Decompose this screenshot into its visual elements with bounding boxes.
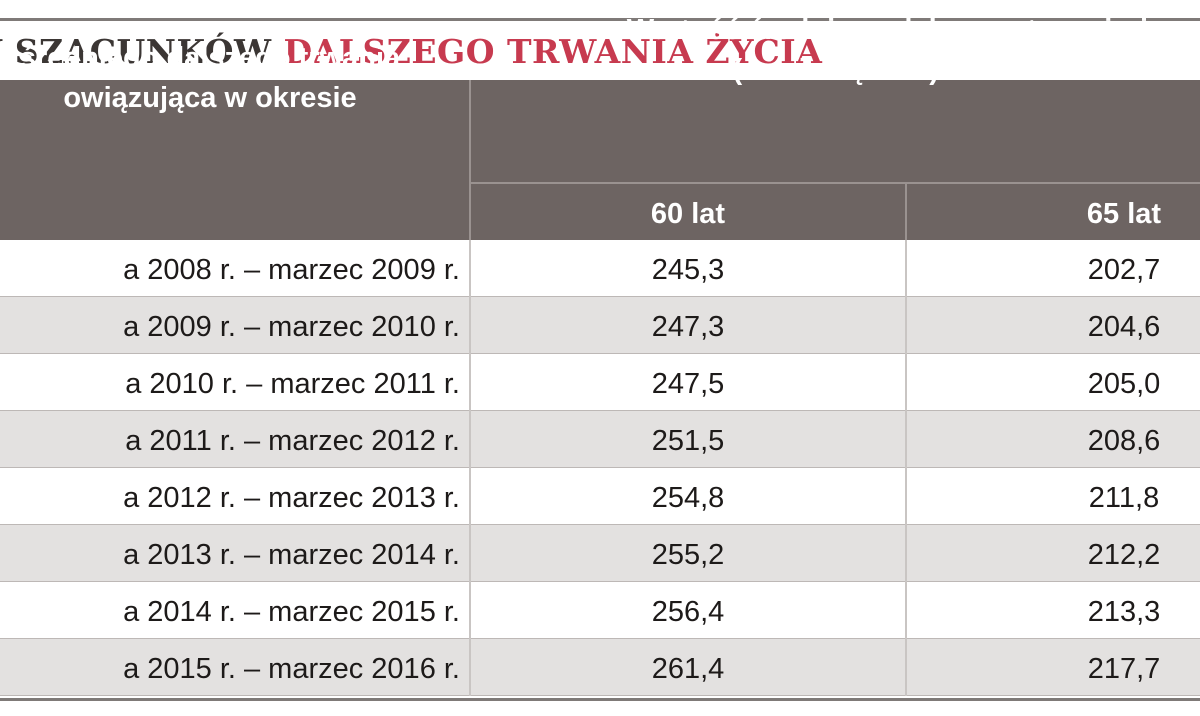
header-period-line-1: średniego dalszego trwania — [19, 42, 401, 74]
table-row: a 2015 r. – marzec 2016 r. 261,4 217,7 — [0, 639, 1200, 696]
header-period: średniego dalszego trwania owiązująca w … — [0, 38, 480, 118]
row-divider — [469, 639, 471, 696]
row-divider — [469, 468, 471, 525]
cell-period: a 2008 r. – marzec 2009 r. — [123, 254, 460, 286]
cell-value-65: 204,6 — [1087, 311, 1161, 343]
header-divider-middle — [905, 182, 907, 240]
cell-value-65: 208,6 — [1087, 425, 1161, 457]
cell-period: a 2011 r. – marzec 2012 r. — [125, 425, 460, 457]
table-row: a 2010 r. – marzec 2011 r. 247,5 205,0 — [0, 354, 1200, 411]
row-divider — [469, 582, 471, 639]
cell-value-60: 254,8 — [651, 482, 725, 514]
row-divider — [469, 411, 471, 468]
table-row: a 2011 r. – marzec 2012 r. 251,5 208,6 — [0, 411, 1200, 468]
table-row: a 2012 r. – marzec 2013 r. 254,8 211,8 — [0, 468, 1200, 525]
cell-period: a 2015 r. – marzec 2016 r. — [123, 653, 460, 685]
bottom-rule — [0, 698, 1200, 701]
cell-value-60: 261,4 — [651, 653, 725, 685]
header-value-line-2: (w miesiącach) dla wieku — [732, 54, 1078, 86]
header-value-line-1: Wartość średniego dalszego trwania życ — [626, 14, 1184, 46]
table-row: a 2008 r. – marzec 2009 r. 245,3 202,7 — [0, 240, 1200, 297]
cell-value-65: 212,2 — [1087, 539, 1161, 571]
cell-value-60: 256,4 — [651, 596, 725, 628]
table-header — [0, 80, 1200, 240]
cell-period: a 2012 r. – marzec 2013 r. — [123, 482, 460, 514]
row-divider — [469, 525, 471, 582]
cell-period: a 2009 r. – marzec 2010 r. — [123, 311, 460, 343]
row-divider — [905, 582, 907, 639]
column-header-65: 65 lat — [1086, 198, 1162, 230]
cell-value-65: 213,3 — [1087, 596, 1161, 628]
cell-period: a 2013 r. – marzec 2014 r. — [123, 539, 460, 571]
header-divider-horizontal — [470, 182, 1200, 184]
row-divider — [905, 240, 907, 297]
top-rule — [0, 18, 1200, 21]
header-period-line-2: owiązująca w okresie — [63, 82, 357, 114]
row-divider — [469, 240, 471, 297]
cell-value-65: 205,0 — [1087, 368, 1161, 400]
table-title: NY SZACUNKÓW DALSZEGO TRWANIA ŻYCIA — [0, 30, 822, 74]
table-body: a 2008 r. – marzec 2009 r. 245,3 202,7 a 20… — [0, 240, 1200, 696]
row-divider — [905, 525, 907, 582]
cell-period: a 2014 r. – marzec 2015 r. — [123, 596, 460, 628]
header-divider-left — [469, 80, 471, 240]
title-part-dark: NY SZACUNKÓW — [0, 32, 272, 71]
row-divider — [469, 354, 471, 411]
row-divider — [905, 639, 907, 696]
table-row: a 2014 r. – marzec 2015 r. 256,4 213,3 — [0, 582, 1200, 639]
cell-value-60: 255,2 — [651, 539, 725, 571]
cell-value-60: 247,5 — [651, 368, 725, 400]
header-value-group: Wartość średniego dalszego trwania życ (… — [470, 10, 1200, 90]
cell-value-65: 202,7 — [1087, 254, 1161, 286]
row-divider — [905, 354, 907, 411]
cell-value-60: 247,3 — [651, 311, 725, 343]
cell-value-65: 211,8 — [1088, 482, 1160, 514]
cell-period: a 2010 r. – marzec 2011 r. — [125, 368, 460, 400]
title-part-red: DALSZEGO TRWANIA ŻYCIA — [283, 32, 823, 71]
cell-value-60: 245,3 — [651, 254, 725, 286]
row-divider — [905, 297, 907, 354]
row-divider — [469, 297, 471, 354]
column-header-60: 60 lat — [650, 198, 726, 230]
cell-value-65: 217,7 — [1087, 653, 1161, 685]
table-row: a 2009 r. – marzec 2010 r. 247,3 204,6 — [0, 297, 1200, 354]
row-divider — [905, 468, 907, 525]
cell-value-60: 251,5 — [651, 425, 725, 457]
table-row: a 2013 r. – marzec 2014 r. 255,2 212,2 — [0, 525, 1200, 582]
row-divider — [905, 411, 907, 468]
